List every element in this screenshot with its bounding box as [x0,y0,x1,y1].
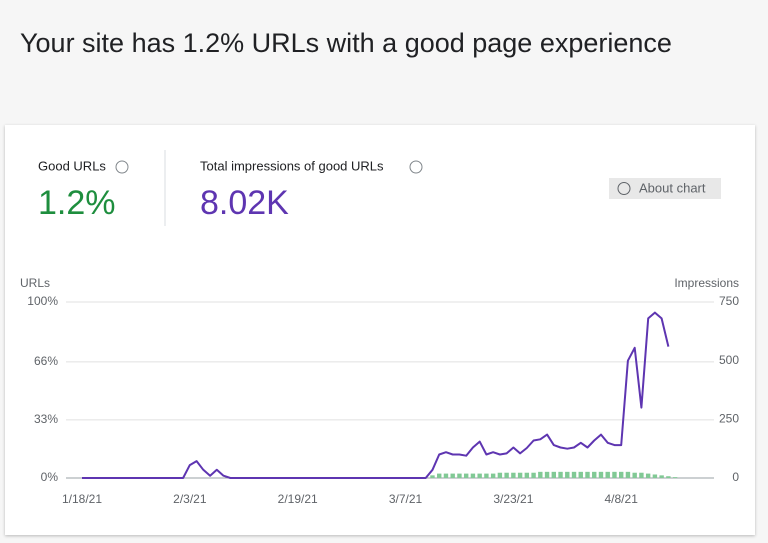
bar [585,471,590,478]
metric-label: Total impressions of good URLs [200,158,384,173]
bar [666,476,671,478]
y-tick-label: 0% [41,470,59,484]
bar [612,471,617,478]
bar [430,475,435,478]
bar [470,473,476,478]
bar [571,471,577,478]
bar [511,472,516,478]
bar [504,472,509,478]
bar [457,473,462,478]
help-icon[interactable] [409,160,423,174]
line [82,311,670,479]
metric-value: 1.2% [38,184,116,222]
x-tick-label: 2/19/21 [278,492,318,506]
bar [645,473,651,478]
x-tick-label: 3/23/21 [493,492,533,506]
y-axis-title: URLs [20,276,50,290]
bar [639,472,644,478]
bar [463,473,469,478]
metric-value: 8.02K [200,184,289,222]
bar [605,471,610,478]
bar [592,471,597,478]
y2-tick-label: 750 [719,294,739,308]
bar [524,472,530,478]
bar [652,474,658,478]
bar [632,472,637,478]
y2-axis-title: Impressions [674,276,739,290]
bar [497,472,503,478]
bar [517,472,523,478]
y2-tick-label: 0 [732,470,739,484]
info-icon [617,182,631,195]
y2-tick-label: 500 [719,353,739,367]
bar [598,471,604,478]
bar [484,473,489,478]
bar [578,471,583,478]
metric-label: Good URLs [38,158,106,173]
x-tick-label: 2/3/21 [173,492,207,506]
bar [619,471,624,478]
bar [544,471,550,478]
bar [565,471,570,478]
y-tick-label: 100% [27,294,58,308]
bar [659,475,664,478]
page-title: Your site has 1.2% URLs with a good page… [20,28,672,58]
bar [625,471,631,478]
y-tick-label: 33% [34,412,58,426]
bar [450,473,455,478]
bar [558,471,563,478]
bar [477,473,482,478]
bar [443,473,449,478]
x-tick-label: 4/8/21 [605,492,639,506]
x-tick-label: 1/18/21 [62,492,102,506]
bar [531,472,536,478]
bar [538,471,543,478]
about-button[interactable] [609,178,721,199]
help-icon[interactable] [115,160,129,174]
y2-tick-label: 250 [719,412,739,426]
y-tick-label: 66% [34,354,58,368]
x-tick-label: 3/7/21 [389,492,423,506]
bar [672,477,678,478]
bar [490,473,496,478]
bar [551,471,556,478]
about-button-label[interactable]: About chart [639,180,706,195]
bar [437,473,442,478]
